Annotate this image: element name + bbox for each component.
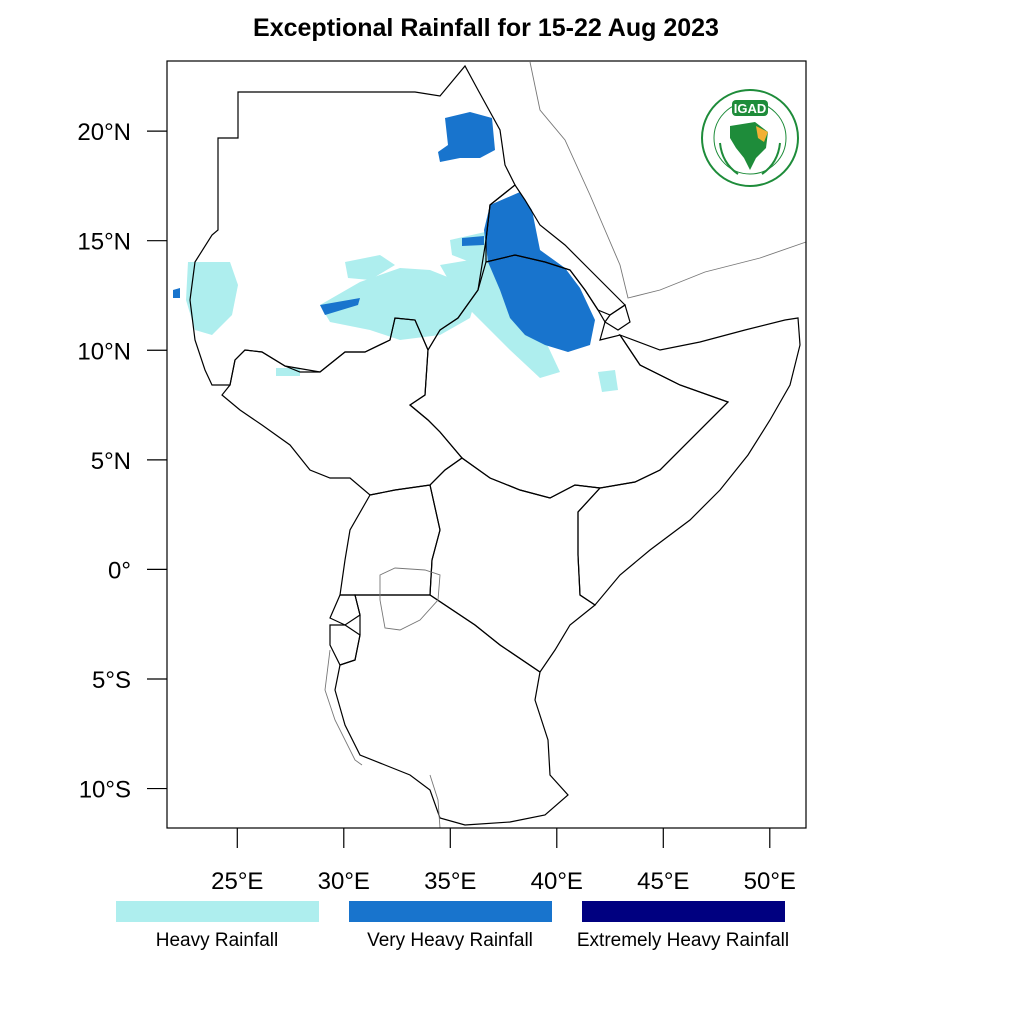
- lon-tick-label: 45°E: [637, 868, 689, 895]
- map-title: Exceptional Rainfall for 15-22 Aug 2023: [253, 14, 719, 42]
- map-frame: [166, 60, 807, 829]
- lat-tick-label: 10°S: [79, 777, 131, 804]
- lat-tick-label: 5°N: [91, 448, 131, 475]
- legend-swatch: [582, 901, 785, 922]
- lat-tick-label: 20°N: [77, 119, 131, 146]
- logo-text: IGAD: [734, 101, 767, 116]
- legend-label: Very Heavy Rainfall: [367, 930, 533, 951]
- very-heavy-rainfall-regions: [173, 112, 595, 352]
- lon-tick-label: 35°E: [424, 868, 476, 895]
- longitude-axis: 25°E 30°E 35°E 40°E 45°E 50°E: [211, 828, 796, 895]
- lat-tick-label: 10°N: [77, 338, 131, 365]
- lat-tick-label: 5°S: [92, 667, 131, 694]
- lat-tick-label: 15°N: [77, 229, 131, 256]
- lon-tick-label: 30°E: [318, 868, 370, 895]
- igad-logo: IGAD: [701, 89, 799, 187]
- lat-tick-label: 0°: [108, 557, 131, 584]
- heavy-rainfall-regions: [186, 232, 618, 392]
- legend-swatch: [349, 901, 552, 922]
- lon-tick-label: 50°E: [744, 868, 796, 895]
- latitude-axis: 20°N 15°N 10°N 5°N 0° 5°S 10°S: [77, 119, 167, 804]
- legend-label: Extremely Heavy Rainfall: [576, 930, 790, 951]
- lon-tick-label: 40°E: [531, 868, 583, 895]
- legend-swatch: [116, 901, 319, 922]
- legend-label: Heavy Rainfall: [155, 930, 279, 951]
- country-boundaries: [189, 64, 801, 826]
- coastlines-and-lakes: [324, 61, 807, 829]
- lon-tick-label: 25°E: [211, 868, 263, 895]
